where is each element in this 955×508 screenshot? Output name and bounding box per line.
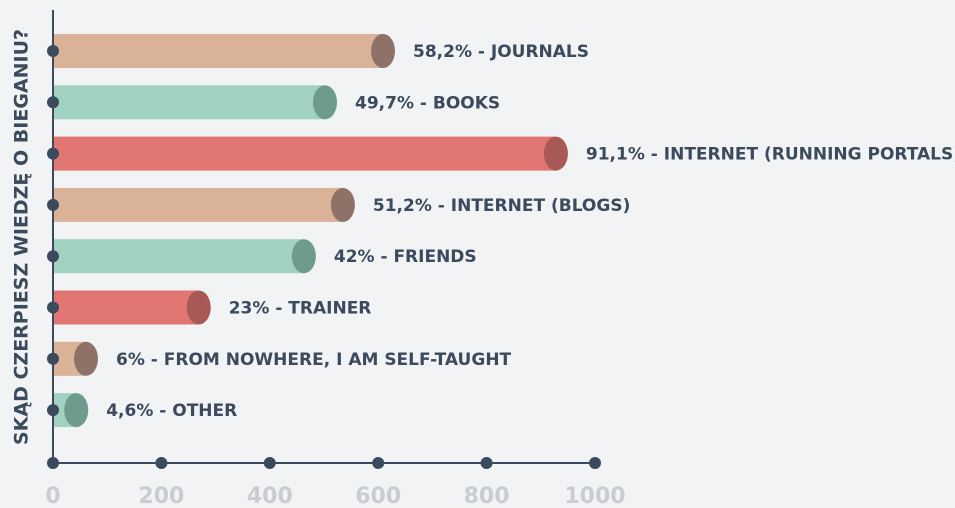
x-tick-mark	[155, 457, 168, 469]
bar-cap	[64, 393, 89, 428]
y-axis-dot	[47, 96, 59, 109]
y-axis-dot	[47, 45, 59, 57]
bar	[53, 136, 556, 171]
bar-cap	[371, 34, 396, 68]
bar-cap	[291, 239, 316, 274]
bar-label: 51,2% - INTERNET (BLOGS)	[373, 196, 630, 216]
y-axis-dot	[47, 301, 59, 314]
bar-label: 91,1% - INTERNET (RUNNING PORTALS)	[586, 145, 955, 165]
y-axis-dot	[47, 352, 59, 365]
bar-label: 6% - FROM NOWHERE, I AM SELF-TAUGHT	[116, 350, 512, 370]
bar-cap	[313, 85, 338, 120]
bar	[53, 34, 384, 68]
x-tick-label: 400	[247, 484, 293, 508]
bar-label: 58,2% - JOURNALS	[413, 42, 589, 62]
y-axis-dot	[47, 404, 59, 417]
x-tick-mark	[589, 457, 601, 469]
y-axis-dot	[47, 198, 59, 211]
y-axis-label: SKĄD CZERPIESZ WIEDZĘ O BIEGANIU?	[11, 29, 33, 445]
x-tick-label: 200	[138, 484, 184, 508]
y-axis-dot	[47, 250, 59, 263]
x-tick-mark	[372, 457, 385, 469]
x-tick-mark	[47, 457, 59, 469]
x-tick-label: 1000	[564, 484, 625, 508]
x-tick-mark	[263, 457, 276, 469]
bar-label: 4,6% - OTHER	[106, 401, 237, 421]
bar-cap	[186, 290, 211, 325]
x-tick-label: 0	[45, 484, 60, 508]
y-axis-dot	[47, 147, 59, 160]
bar	[53, 239, 304, 274]
x-tick-label: 800	[464, 484, 510, 508]
x-tick-mark	[480, 457, 493, 469]
bar	[53, 290, 199, 325]
bar-label: 49,7% - BOOKS	[355, 93, 500, 113]
bar-label: 23% - TRAINER	[229, 299, 372, 319]
bar	[53, 187, 343, 222]
bar-cap	[330, 187, 355, 222]
x-tick-label: 600	[355, 484, 401, 508]
bar-label: 42% - FRIENDS	[334, 247, 477, 267]
bar-cap	[73, 341, 98, 376]
bar-cap	[543, 136, 568, 171]
bar	[53, 85, 326, 120]
